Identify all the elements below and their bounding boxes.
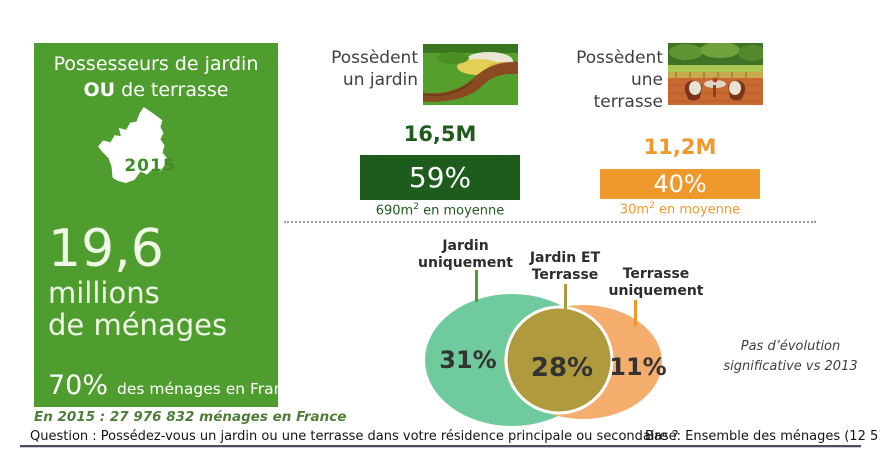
survey-base: Base: Ensemble des ménages (12 512) [645, 429, 880, 444]
venn-pct-overlap: 28% [530, 353, 594, 383]
panel-title-ou: OU [83, 78, 116, 101]
terrasse-owner-label-line2: une terrasse [593, 70, 663, 113]
venn-label-jardin-et-terrasse: Jardin ET Terrasse [529, 250, 601, 283]
map-year-label: 2015 [124, 155, 176, 176]
share-percent: 70% [48, 370, 109, 401]
jardin-count: 16,5M [403, 122, 477, 146]
venn-leader-jardin-et-terrasse [564, 284, 567, 314]
garden-photo [423, 44, 518, 105]
share-label: des ménages en France [117, 380, 302, 398]
france-map-icon: 2015 [96, 106, 204, 210]
total-households-label: millions de ménages [48, 277, 227, 342]
terrasse-count: 11,2M [643, 135, 717, 159]
survey-question: Question : Possédez-vous un jardin ou un… [30, 429, 679, 444]
terrasse-percent: 40% [653, 170, 707, 198]
dotted-separator [284, 221, 816, 223]
venn-overlap-circle [504, 305, 614, 415]
total-households-label-line1: millions [48, 276, 160, 310]
jardin-average-area: 690m2 en moyenne [375, 202, 505, 219]
total-households-number: 19,6 [48, 219, 164, 279]
total-households-label-line2: de ménages [48, 308, 228, 343]
panel-title-line2: de terrasse [115, 78, 229, 101]
venn-pct-jardin: 31% [439, 346, 497, 374]
jardin-owner-label: Possèdent un jardin [328, 47, 418, 91]
venn-label-terrasse: Terrasse uniquement [608, 266, 704, 299]
footer-rule [20, 445, 861, 448]
jardin-percent: 59% [408, 161, 472, 194]
summary-panel: Possesseurs de jardin OU de terrasse 201… [34, 43, 302, 407]
terrasse-average-area: 30m2 en moyenne [619, 201, 741, 218]
share-row: 70% des ménages en France [48, 370, 302, 401]
venn-diagram [418, 288, 670, 434]
terrace-photo [668, 43, 763, 105]
terrasse-bar: 40% [600, 169, 760, 199]
venn-leader-terrasse [634, 300, 637, 326]
terrasse-owner-label-line1: Possèdent [576, 48, 663, 68]
venn-leader-jardin [475, 270, 478, 302]
jardin-owner-label-line1: Possèdent [331, 48, 418, 68]
jardin-owner-label-line2: un jardin [342, 70, 418, 91]
panel-title: Possesseurs de jardin OU de terrasse [34, 52, 278, 103]
terrasse-owner-label: Possèdent une terrasse [565, 47, 663, 113]
venn-label-jardin: Jardin uniquement [418, 238, 513, 271]
population-footnote: En 2015 : 27 976 832 ménages en France [34, 409, 347, 425]
jardin-bar: 59% [360, 155, 520, 200]
panel-title-line1: Possesseurs de jardin [53, 53, 259, 75]
venn-pct-terrasse: 11% [609, 353, 667, 381]
evolution-note: Pas d’évolution significative vs 2013 [723, 339, 858, 374]
